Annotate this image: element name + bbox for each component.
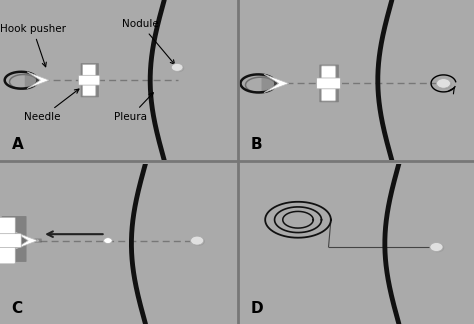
Text: B: B: [251, 137, 263, 152]
Polygon shape: [264, 74, 289, 93]
Circle shape: [173, 64, 184, 72]
Circle shape: [171, 64, 183, 71]
Polygon shape: [14, 232, 37, 249]
Polygon shape: [262, 76, 280, 91]
Circle shape: [437, 79, 450, 88]
FancyBboxPatch shape: [317, 78, 340, 89]
Text: A: A: [12, 137, 24, 152]
FancyBboxPatch shape: [81, 63, 99, 97]
Text: Needle: Needle: [24, 89, 79, 122]
FancyBboxPatch shape: [35, 238, 42, 243]
Circle shape: [438, 79, 452, 89]
FancyBboxPatch shape: [0, 234, 21, 248]
Text: Nodule: Nodule: [122, 19, 174, 64]
Polygon shape: [25, 73, 42, 87]
Text: Pleura: Pleura: [114, 93, 153, 122]
FancyBboxPatch shape: [79, 75, 100, 85]
Text: Hook pusher: Hook pusher: [0, 24, 66, 67]
Circle shape: [431, 243, 444, 252]
FancyBboxPatch shape: [321, 66, 336, 101]
Text: C: C: [12, 301, 23, 316]
FancyBboxPatch shape: [319, 64, 339, 102]
Circle shape: [191, 237, 205, 246]
Polygon shape: [12, 233, 29, 248]
Polygon shape: [27, 72, 49, 88]
FancyBboxPatch shape: [0, 217, 15, 264]
FancyBboxPatch shape: [37, 240, 38, 241]
FancyBboxPatch shape: [36, 240, 39, 241]
Text: D: D: [251, 301, 264, 316]
Circle shape: [430, 243, 443, 251]
FancyBboxPatch shape: [1, 216, 27, 262]
FancyBboxPatch shape: [82, 64, 96, 96]
Circle shape: [104, 238, 112, 243]
Circle shape: [191, 236, 204, 245]
